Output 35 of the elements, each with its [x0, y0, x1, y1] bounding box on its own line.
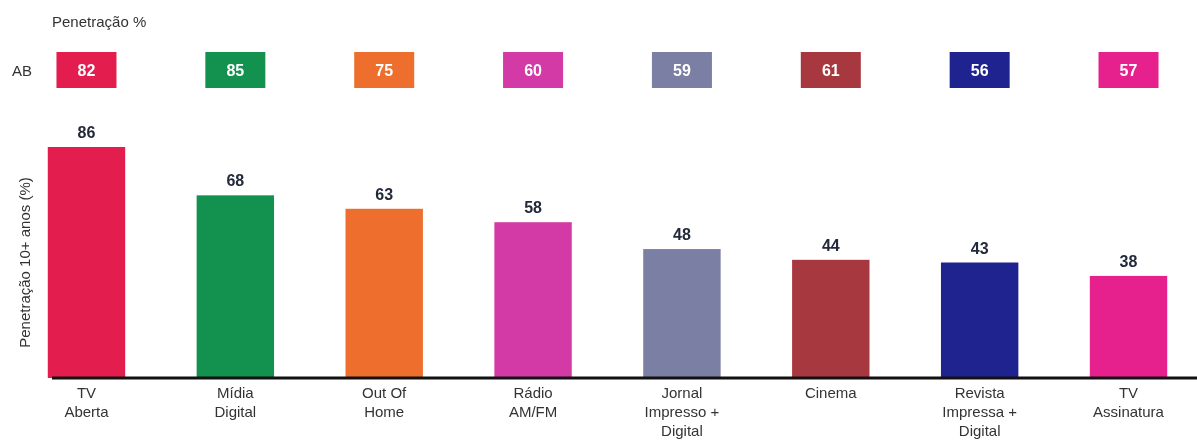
bar — [345, 208, 423, 378]
data-label: 48 — [673, 226, 691, 244]
data-label: 86 — [77, 124, 96, 141]
data-label: 56 — [970, 62, 989, 79]
data-label: 59 — [673, 62, 691, 79]
bar — [792, 259, 870, 378]
x-tick-label: Out Of Home — [362, 384, 408, 420]
data-label: 44 — [821, 236, 840, 254]
x-tick-label: Mídia Digital — [214, 384, 257, 420]
x-tick-label: TV Assinatura — [1093, 384, 1165, 420]
data-label: 38 — [1119, 252, 1138, 270]
bar — [196, 195, 275, 378]
data-label: 60 — [524, 62, 543, 79]
data-label: 85 — [226, 62, 245, 79]
data-label: 75 — [375, 62, 394, 79]
data-label: 57 — [1119, 62, 1138, 79]
x-tick-label: Cinema — [804, 384, 858, 401]
chart-title: Penetração % — [52, 13, 147, 30]
data-label: 82 — [77, 62, 96, 79]
x-tick-label: TV Aberta — [64, 384, 110, 420]
x-tick-label: Revista Impressa + Digital — [942, 384, 1018, 439]
data-label: 68 — [226, 172, 245, 190]
x-tick-label: Jornal Impresso + Digital — [644, 384, 720, 439]
data-label: 63 — [375, 185, 394, 203]
bar — [47, 147, 126, 378]
data-label: 58 — [524, 199, 543, 217]
bar — [1089, 275, 1168, 378]
y-axis-title: Penetração 10+ anos (%) — [16, 177, 33, 348]
x-tick-label: Rádio AM/FM — [508, 384, 558, 420]
bar — [494, 222, 572, 378]
bar — [940, 262, 1019, 378]
y-tick-label: AB — [12, 62, 33, 79]
data-label: 43 — [970, 239, 989, 257]
data-label: 61 — [821, 62, 840, 79]
bar — [643, 249, 721, 378]
